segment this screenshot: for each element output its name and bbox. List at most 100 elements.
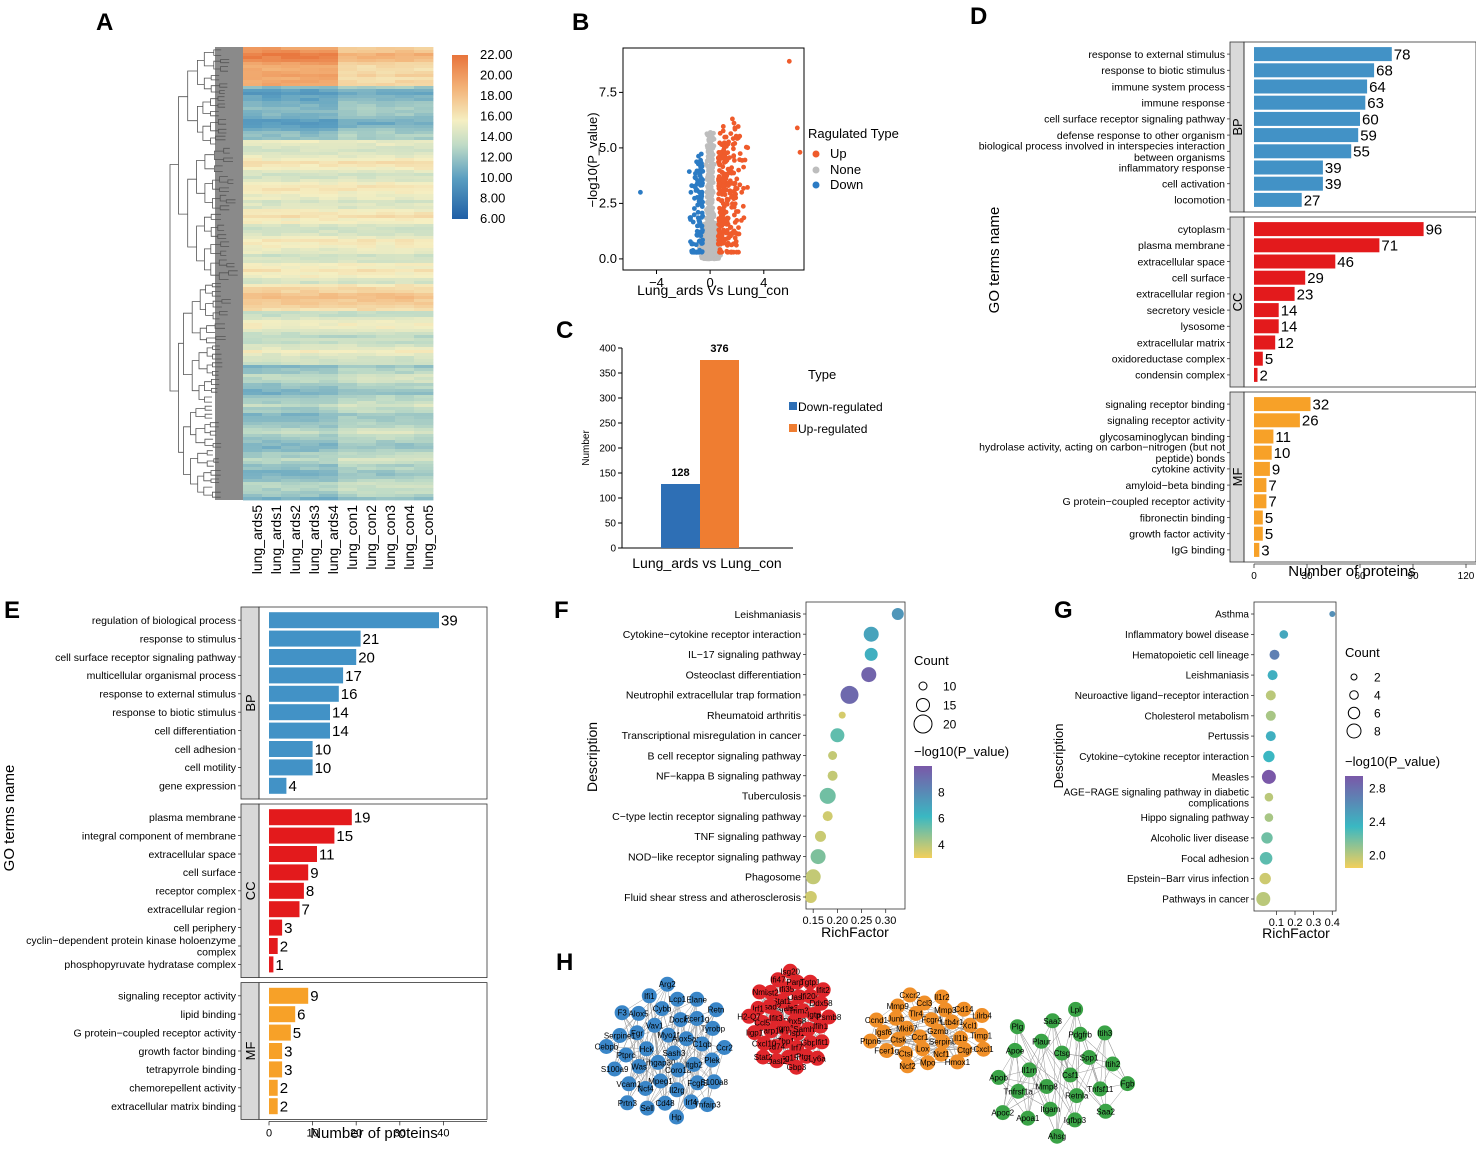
go-bar	[1254, 95, 1366, 110]
heatmap-cell	[281, 260, 301, 264]
heatmap-cell	[262, 410, 282, 414]
network-node	[934, 989, 950, 1005]
heatmap-cell	[376, 56, 396, 60]
heatmap-cell	[357, 266, 377, 270]
heatmap-cell	[338, 209, 358, 213]
bubble-x-tick-label: 0.1	[1269, 917, 1284, 929]
heatmap-cell	[300, 236, 320, 240]
network-node-label: Alox5	[629, 1009, 650, 1018]
barc-y-tick-label: 200	[599, 444, 616, 455]
heatmap-colorbar	[452, 55, 468, 219]
heatmap-cell	[395, 296, 415, 300]
panel-label-f: F	[554, 597, 569, 624]
heatmap-cell	[376, 386, 396, 390]
heatmap-cell	[395, 365, 415, 369]
heatmap-cell	[262, 368, 282, 372]
heatmap-cell	[376, 107, 396, 111]
heatmap-cell	[338, 281, 358, 285]
heatmap-cell	[281, 137, 301, 141]
volcano-point	[699, 223, 705, 229]
go-bar-value: 71	[1381, 238, 1398, 255]
dendrogram-branch	[204, 248, 211, 271]
heatmap-cell	[357, 74, 377, 78]
heatmap-cell	[414, 167, 434, 171]
heatmap-cell	[319, 389, 339, 393]
go-bar	[1254, 222, 1424, 237]
heatmap-cell	[338, 68, 358, 72]
heatmap-cell	[338, 101, 358, 105]
heatmap-cell	[281, 233, 301, 237]
heatmap-cell	[338, 440, 358, 444]
heatmap-cell	[414, 68, 434, 72]
heatmap-cell	[262, 332, 282, 336]
network-edge	[1027, 1069, 1030, 1119]
heatmap-cell	[338, 194, 358, 198]
heatmap-cell	[414, 434, 434, 438]
go-term-label: response to external stimulus	[99, 689, 236, 701]
network-node	[1120, 1076, 1135, 1092]
network-node	[673, 1012, 688, 1028]
heatmap-cell	[414, 188, 434, 192]
go-x-tick-label: 90	[1407, 571, 1419, 582]
heatmap-cell	[281, 218, 301, 222]
dendrogram-branch	[219, 194, 227, 202]
heatmap-cell	[281, 125, 301, 129]
heatmap-cell	[319, 437, 339, 441]
go-bar-value: 3	[284, 1043, 292, 1060]
heatmap-cell	[338, 461, 358, 465]
volcano-point	[739, 189, 745, 195]
heatmap-cell	[357, 251, 377, 255]
bubble-term-label: Pathways in cancer	[1162, 895, 1249, 906]
heatmap-cell	[281, 80, 301, 84]
go-bar-value: 10	[315, 760, 332, 777]
heatmap-cell	[357, 377, 377, 381]
heatmap-cell	[395, 350, 415, 354]
sample-label: lung_con5	[420, 505, 436, 570]
volcano-point	[699, 162, 704, 168]
network-node	[612, 1028, 628, 1043]
go-bar	[269, 1024, 291, 1041]
heatmap-cell	[414, 437, 434, 441]
heatmap-cell	[300, 137, 320, 141]
volcano-point	[717, 140, 723, 146]
heatmap-cell	[319, 482, 339, 486]
heatmap-cell	[319, 281, 339, 285]
heatmap-cell	[281, 212, 301, 216]
network-node	[944, 1014, 960, 1030]
heatmap-cell	[414, 143, 434, 147]
heatmap-cell	[376, 410, 396, 414]
heatmap-cell	[338, 455, 358, 459]
heatmap-cell	[338, 131, 358, 135]
network-node-label: Alox5ap	[672, 1035, 701, 1044]
go-bar-value: 11	[319, 846, 335, 863]
heatmap-cell	[281, 182, 301, 186]
heatmap-cell	[338, 362, 358, 366]
network-node-label: Ptgs2	[796, 1052, 817, 1061]
heatmap-cell	[243, 53, 263, 57]
volcano-point	[713, 256, 719, 261]
network-node-label: Oas1a	[787, 993, 811, 1002]
heatmap-cell	[300, 416, 320, 420]
heatmap-cell	[262, 248, 282, 252]
bubble-term-label: Epstein−Barr virus infection	[1127, 874, 1249, 885]
volcano-point	[732, 212, 737, 218]
colorbar-tick-label: 2.8	[1369, 782, 1386, 796]
heatmap-cell	[262, 419, 282, 423]
heatmap-cell	[281, 371, 301, 375]
heatmap-cell	[395, 362, 415, 366]
go-bar-value: 39	[1325, 176, 1342, 193]
heatmap-cell	[414, 395, 434, 399]
heatmap-cell	[300, 395, 320, 399]
heatmap-cell	[338, 158, 358, 162]
heatmap-cell	[319, 188, 339, 192]
go-bar	[269, 901, 300, 918]
go-bar-value: 26	[1302, 413, 1319, 430]
heatmap-cell	[281, 413, 301, 417]
heatmap-cell	[376, 101, 396, 105]
heatmap-cell	[300, 62, 320, 66]
heatmap-cell	[376, 398, 396, 402]
volcano-point	[730, 116, 735, 122]
heatmap-cell	[395, 104, 415, 108]
heatmap-cell	[243, 95, 263, 99]
